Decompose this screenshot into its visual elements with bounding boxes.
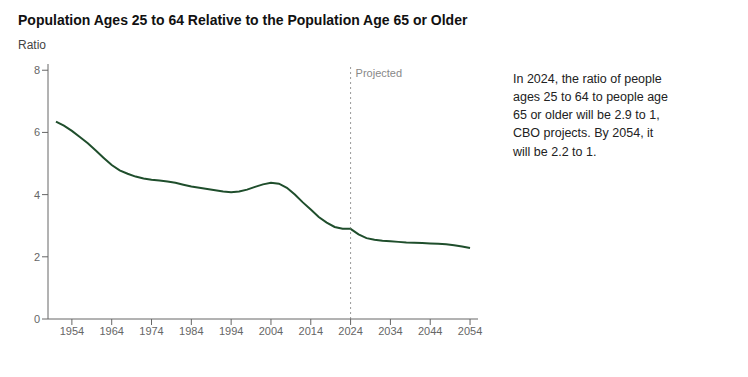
svg-text:1994: 1994 (219, 325, 243, 337)
svg-text:8: 8 (34, 64, 40, 76)
svg-text:Projected: Projected (356, 67, 402, 79)
svg-text:1964: 1964 (99, 325, 123, 337)
svg-text:1974: 1974 (139, 325, 163, 337)
svg-text:2054: 2054 (458, 325, 482, 337)
svg-text:2: 2 (34, 251, 40, 263)
svg-text:6: 6 (34, 126, 40, 138)
svg-text:1984: 1984 (179, 325, 203, 337)
html-text:Ratio: Ratio (18, 38, 46, 52)
svg-text:2004: 2004 (259, 325, 283, 337)
svg-text:2024: 2024 (338, 325, 362, 337)
html-text:Population Ages 25 to 64 Relat: Population Ages 25 to 64 Relative to the… (18, 12, 468, 28)
svg-text:2044: 2044 (418, 325, 442, 337)
svg-text:2034: 2034 (378, 325, 402, 337)
svg-text:2014: 2014 (299, 325, 323, 337)
html-text:In 2024, the ratio of people a: In 2024, the ratio of people ages 25 to … (513, 72, 668, 159)
svg-text:4: 4 (34, 189, 40, 201)
svg-text:0: 0 (34, 313, 40, 325)
svg-text:1954: 1954 (60, 325, 84, 337)
